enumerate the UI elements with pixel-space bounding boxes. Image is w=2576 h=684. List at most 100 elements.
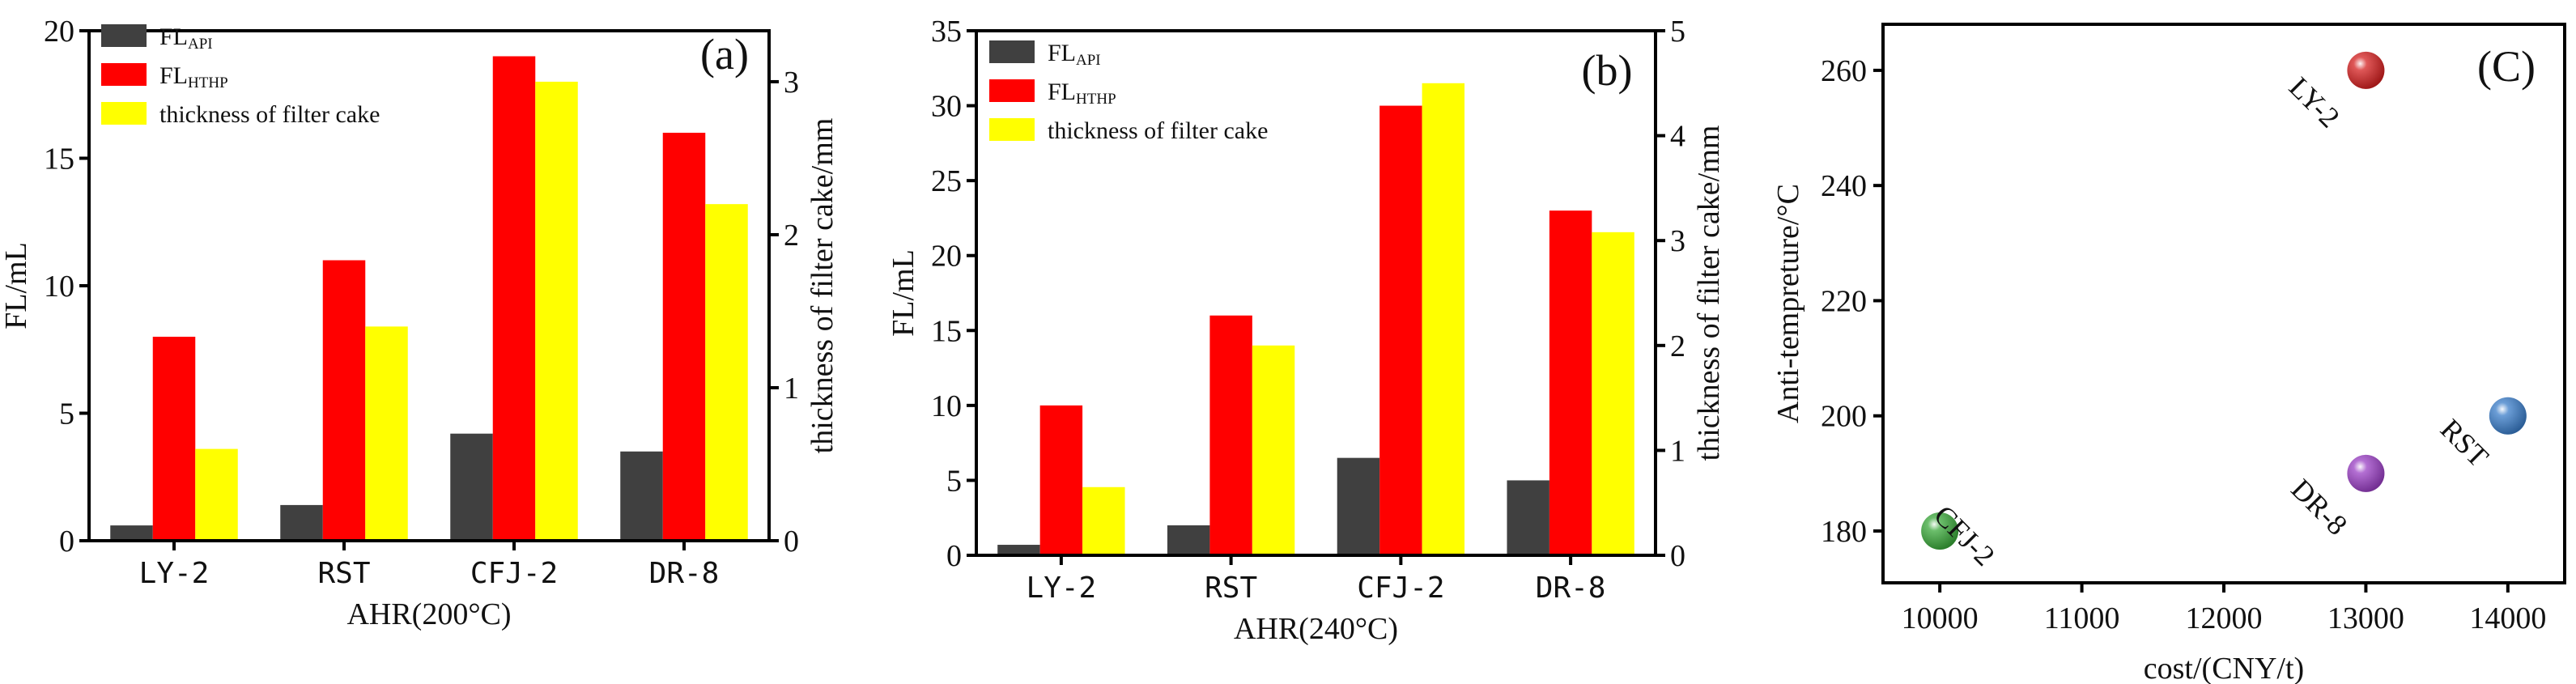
bar-cake-ly-2: [1082, 486, 1125, 555]
y-tick-label: 10: [44, 270, 74, 304]
bar-api-ly-2: [110, 525, 153, 541]
bar-hthp-ly-2: [1039, 405, 1083, 555]
legend: FLAPI FLHTHP thickness of filter cake: [101, 23, 380, 128]
legend-name: FL: [159, 62, 188, 89]
legend-subscript: HTHP: [1076, 91, 1116, 108]
y-tick-label: 200: [1821, 400, 1867, 434]
y-axis-title: FL/mL: [0, 242, 33, 329]
y-tick-label: 35: [931, 15, 962, 49]
legend-name: thickness of filter cake: [159, 101, 380, 128]
y-right-tick-label: 0: [1670, 539, 1685, 573]
y-tick-label: 25: [931, 164, 962, 198]
legend-label-hthp: FLHTHP: [1048, 79, 1116, 108]
bar-hthp-rst: [1209, 315, 1252, 555]
scatter-chart-panel-c: 10000 11000 12000 13000 14000 180 200 220 240 260…: [1771, 23, 2566, 684]
x-tick-label: RST: [317, 557, 370, 590]
bar-hthp-cfj-2: [492, 56, 536, 541]
x-tick-label: LY-2: [1027, 571, 1097, 605]
y-right-axis-title: thickness of filter cake/mm: [1692, 125, 1726, 461]
y-right-tick-label: 3: [1670, 224, 1685, 258]
point-highlight: [2347, 454, 2385, 492]
legend-swatch-cake: [989, 118, 1035, 141]
y-tick-label: 15: [931, 314, 962, 348]
point-highlight: [1921, 512, 1959, 550]
y-tick-label: 30: [931, 90, 962, 124]
y-tick-label: 20: [44, 15, 74, 49]
bar-chart-panel-a: LY-2 RST CFJ-2 DR-8 0 5 10 15 20 0 1 2 3 AHR(200°C) FL…: [0, 15, 840, 631]
bar-cake-dr-8: [1592, 232, 1634, 555]
x-tick-label: RST: [1205, 571, 1257, 605]
bar-chart-panel-b: LY-2 RST CFJ-2 DR-8 0 5 10 15 20 25 30 35 0 1 2 3 4 5 AHR(…: [886, 15, 1726, 646]
point-highlight: [2489, 397, 2527, 435]
panel-label: (a): [700, 30, 749, 79]
bar-api-cfj-2: [1337, 457, 1380, 555]
x-axis-title: AHR(200°C): [346, 597, 511, 631]
y-tick-label: 180: [1821, 515, 1867, 549]
y-tick-label: 240: [1821, 169, 1867, 203]
x-tick-label: LY-2: [139, 557, 210, 590]
x-tick-label: 10000: [1902, 601, 1979, 635]
legend-swatch-hthp: [989, 79, 1035, 102]
bar-cake-rst: [365, 326, 408, 541]
bar-hthp-cfj-2: [1379, 105, 1422, 556]
legend-swatch-api: [101, 24, 147, 47]
y-axis-title: Anti-tempreture/°C: [1771, 184, 1805, 423]
plot-frame: [975, 29, 1657, 557]
x-axis-title: cost/(CNY/t): [2144, 652, 2304, 684]
legend-swatch-api: [989, 40, 1035, 63]
legend-label-hthp: FLHTHP: [159, 62, 228, 91]
x-axis-title: AHR(240°C): [1234, 612, 1398, 646]
legend-name: FL: [159, 23, 188, 50]
y-right-tick-label: 3: [784, 66, 799, 100]
bar-cake-cfj-2: [1422, 83, 1465, 556]
bar-hthp-rst: [322, 260, 366, 541]
y-right-tick-label: 1: [784, 372, 799, 406]
y-right-tick-label: 2: [784, 219, 799, 253]
y-right-tick-label: 5: [1670, 15, 1685, 49]
legend-label-api: FLAPI: [1048, 40, 1101, 69]
x-tick-label: CFJ-2: [1357, 571, 1444, 605]
legend-name: FL: [1048, 79, 1076, 105]
legend-label-cake: thickness of filter cake: [1048, 117, 1268, 144]
legend-subscript: API: [188, 36, 213, 53]
bar-api-dr-8: [620, 451, 663, 541]
panel-label: (C): [2477, 42, 2536, 91]
x-tick-label: CFJ-2: [470, 557, 558, 590]
bar-api-ly-2: [997, 545, 1040, 555]
x-tick-label: 13000: [2327, 601, 2404, 635]
y-right-tick-label: 2: [1670, 329, 1685, 363]
legend-name: thickness of filter cake: [1048, 117, 1268, 144]
bar-hthp-dr-8: [662, 133, 706, 541]
bar-cake-cfj-2: [535, 81, 578, 541]
plot-frame: [1881, 23, 2566, 584]
point-label: DR-8: [2285, 473, 2353, 542]
y-right-tick-label: 4: [1670, 120, 1685, 154]
y-tick-label: 5: [946, 464, 962, 498]
legend-subscript: API: [1076, 52, 1101, 69]
y-tick-label: 5: [59, 397, 74, 431]
x-tick-label: 11000: [2044, 601, 2120, 635]
bar-hthp-dr-8: [1549, 210, 1592, 555]
y-tick-label: 15: [44, 142, 74, 176]
bar-hthp-ly-2: [152, 337, 196, 541]
y-right-tick-label: 1: [1670, 434, 1685, 468]
y-right-tick-label: 0: [784, 525, 799, 559]
legend-label-api: FLAPI: [159, 23, 213, 53]
bar-api-rst: [1167, 525, 1210, 555]
legend-swatch-cake: [101, 102, 147, 125]
y-tick-label: 0: [946, 539, 962, 573]
bar-api-cfj-2: [450, 433, 493, 541]
y-right-axis-title: thickness of filter cake/mm: [806, 118, 840, 454]
bar-api-dr-8: [1507, 480, 1549, 555]
y-axis-title: FL/mL: [886, 249, 920, 337]
x-tick-label: DR-8: [1536, 571, 1606, 605]
legend-name: FL: [1048, 40, 1076, 66]
x-tick-label: DR-8: [649, 557, 720, 590]
bar-api-rst: [280, 504, 323, 541]
y-tick-label: 220: [1821, 284, 1867, 318]
bar-cake-ly-2: [195, 448, 238, 541]
x-tick-label: 12000: [2186, 601, 2263, 635]
y-tick-label: 260: [1821, 54, 1867, 88]
